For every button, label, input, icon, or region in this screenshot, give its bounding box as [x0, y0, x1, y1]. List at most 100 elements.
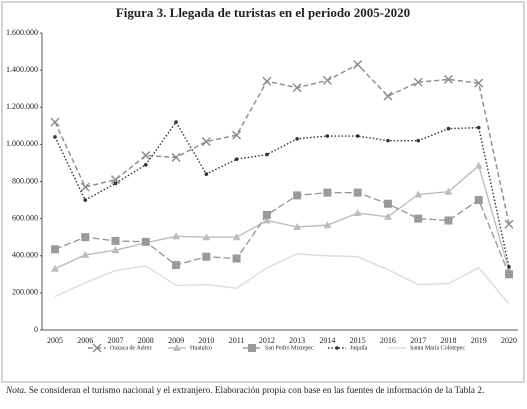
x-tick-label: 2017: [410, 336, 426, 345]
marker: [504, 219, 514, 229]
chart-title: Figura 3. Llegada de turistas en el peri…: [116, 5, 410, 20]
chart-frame: [1, 1, 525, 383]
marker: [265, 152, 269, 157]
marker: [335, 346, 339, 350]
marker: [173, 344, 181, 351]
marker: [474, 161, 483, 169]
marker: [353, 60, 363, 70]
marker: [262, 210, 271, 219]
y-tick-label: 0: [34, 325, 38, 334]
marker: [507, 265, 511, 269]
x-tick-label: 2008: [138, 336, 154, 345]
marker: [92, 343, 102, 353]
marker: [111, 236, 120, 245]
marker: [201, 137, 211, 147]
legend-label: Juquila: [350, 345, 368, 351]
y-tick-label: 400.000: [12, 251, 38, 260]
marker: [446, 126, 451, 131]
x-tick-label: 2014: [319, 336, 335, 345]
y-tick-label: 1.600.000: [6, 28, 38, 37]
x-tick-label: 2020: [501, 336, 517, 345]
marker: [414, 214, 423, 223]
series-line: [54, 120, 510, 268]
marker: [353, 209, 362, 217]
marker: [505, 270, 513, 279]
marker: [248, 344, 256, 352]
y-tick-label: 1.200.000: [6, 102, 38, 111]
marker: [234, 157, 239, 162]
marker: [141, 237, 150, 246]
marker: [383, 212, 392, 220]
marker: [295, 137, 299, 141]
marker: [172, 261, 181, 270]
marker: [476, 125, 481, 130]
marker: [416, 138, 421, 143]
marker: [80, 182, 90, 192]
marker: [355, 134, 360, 138]
marker: [202, 252, 211, 261]
note-text: Se consideran el turismo nacional y el e…: [28, 386, 485, 396]
marker: [413, 77, 423, 87]
marker: [51, 264, 59, 272]
marker: [443, 74, 453, 84]
series-line: [54, 191, 510, 275]
marker: [83, 198, 88, 202]
marker: [111, 246, 120, 254]
y-tick-label: 800.000: [12, 176, 38, 185]
marker: [386, 138, 390, 143]
y-tick-label: 1.400.000: [6, 65, 38, 74]
marker: [293, 191, 302, 200]
marker: [323, 188, 332, 197]
x-tick-label: 2010: [198, 336, 214, 345]
x-tick-label: 2005: [47, 336, 63, 345]
marker: [325, 134, 330, 138]
series-line: [54, 164, 510, 271]
marker: [51, 245, 59, 254]
marker: [232, 233, 241, 241]
marker: [50, 117, 60, 127]
marker: [232, 130, 242, 140]
note: Nota. Se consideran el turismo nacional …: [6, 386, 526, 396]
marker: [111, 175, 121, 185]
x-tick-label: 2016: [380, 336, 396, 345]
marker: [353, 188, 362, 197]
x-tick-label: 2018: [440, 336, 456, 345]
marker: [444, 187, 453, 195]
legend-label: San Pedro Mixtepec: [265, 345, 314, 351]
legend-label: Huatulco: [190, 345, 212, 351]
legend-label: Santa María Colotepec: [410, 345, 465, 351]
y-tick-label: 200.000: [12, 288, 38, 297]
marker: [322, 75, 332, 85]
marker: [202, 233, 211, 241]
marker: [81, 250, 90, 258]
marker: [53, 135, 57, 139]
chart: Figura 3. Llegada de turistas en el peri…: [1, 1, 525, 383]
x-tick-label: 2006: [77, 336, 93, 345]
marker: [293, 222, 302, 230]
marker: [262, 216, 271, 224]
marker: [81, 233, 90, 242]
marker: [414, 190, 423, 198]
marker: [383, 91, 393, 101]
marker: [113, 181, 118, 186]
y-tick-label: 600.000: [12, 213, 38, 222]
marker: [444, 216, 453, 225]
marker: [474, 78, 484, 88]
marker: [232, 254, 241, 263]
marker: [323, 221, 332, 229]
x-tick-label: 2015: [350, 336, 366, 345]
series-line: [54, 63, 510, 225]
note-label: Nota.: [6, 386, 27, 396]
marker: [144, 162, 148, 167]
marker: [172, 232, 181, 240]
x-tick-label: 2012: [259, 336, 275, 345]
marker: [474, 196, 483, 205]
marker: [141, 151, 151, 161]
y-tick-label: 1.000.000: [6, 139, 38, 148]
x-tick-label: 2019: [471, 336, 487, 345]
marker: [262, 76, 272, 86]
marker: [292, 83, 302, 93]
marker: [204, 172, 209, 176]
x-tick-label: 2013: [289, 336, 305, 345]
